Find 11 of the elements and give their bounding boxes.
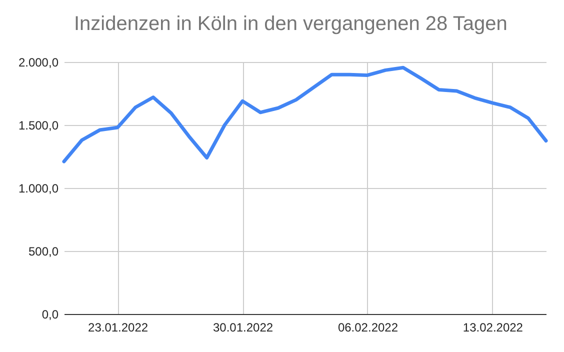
y-tick-label: 0,0 bbox=[42, 308, 59, 322]
y-tick-label: 1.000,0 bbox=[18, 182, 59, 196]
y-tick-label: 2.000,0 bbox=[18, 56, 59, 70]
line-series bbox=[62, 66, 548, 164]
x-tick-label: 13.02.2022 bbox=[462, 320, 524, 334]
y-tick-label: 1.500,0 bbox=[18, 118, 59, 132]
x-tick-label: 30.01.2022 bbox=[212, 320, 274, 334]
x-tick-label: 06.02.2022 bbox=[338, 320, 398, 334]
y-tick-label: 500,0 bbox=[28, 244, 59, 258]
x-tick-label: 23.01.2022 bbox=[88, 320, 148, 334]
chart-title: Inzidenzen in Köln in den vergangenen 28 Tagen bbox=[74, 13, 508, 35]
